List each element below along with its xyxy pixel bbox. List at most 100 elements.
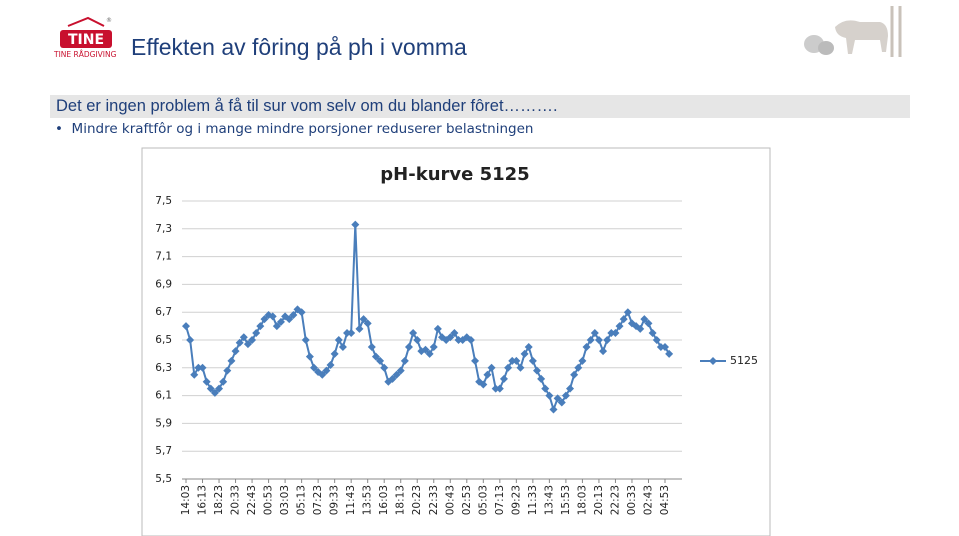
x-tick-label: 05:13 <box>296 485 308 515</box>
y-tick-label: 6,7 <box>155 306 172 318</box>
point-marker <box>607 329 616 338</box>
x-tick-label: 00:33 <box>626 485 638 515</box>
point-marker <box>310 363 319 372</box>
x-tick-label: 15:53 <box>560 485 572 515</box>
point-marker <box>297 308 306 317</box>
chart-title: pH-kurve 5125 <box>380 164 529 185</box>
point-marker <box>215 384 224 393</box>
point-marker <box>479 380 488 389</box>
logo-registered: ® <box>106 17 112 24</box>
x-tick-label: 20:13 <box>593 485 605 515</box>
x-tick-label: 13:43 <box>543 485 555 515</box>
point-marker <box>301 336 310 344</box>
point-marker <box>615 322 624 331</box>
point-marker <box>520 349 529 358</box>
x-tick-label: 09:33 <box>329 485 341 515</box>
point-marker <box>446 333 455 342</box>
point-marker <box>231 347 240 356</box>
y-tick-label: 6,3 <box>155 362 172 374</box>
point-marker <box>594 336 603 344</box>
point-marker <box>359 315 368 324</box>
point-marker <box>210 388 219 397</box>
point-marker <box>392 370 401 379</box>
point-marker <box>466 336 475 344</box>
point-marker <box>202 377 211 386</box>
point-marker <box>537 374 546 383</box>
point-marker <box>528 356 537 365</box>
point-marker <box>252 329 261 338</box>
point-marker <box>326 361 335 370</box>
point-marker <box>289 310 298 319</box>
logo: TINE ® TINE RÅDGIVING <box>53 16 117 59</box>
logo-roof <box>67 16 105 27</box>
point-marker <box>376 356 385 365</box>
decor-icons <box>804 6 902 57</box>
point-marker <box>499 374 508 383</box>
point-marker <box>409 329 418 338</box>
point-marker <box>371 352 380 361</box>
point-marker <box>338 342 347 351</box>
x-tick-label: 09:23 <box>510 485 522 515</box>
x-tick-label: 03:03 <box>279 485 291 515</box>
logo-badge <box>60 30 112 48</box>
point-marker <box>504 363 513 372</box>
point-marker <box>532 366 541 375</box>
point-marker <box>285 315 294 324</box>
point-marker <box>256 322 265 331</box>
y-tick-label: 7,1 <box>155 251 172 263</box>
point-marker <box>380 363 389 372</box>
x-tick-label: 22:33 <box>428 485 440 515</box>
logo-brand: TINE <box>68 32 104 48</box>
x-tick-label: 11:43 <box>345 485 357 515</box>
point-marker <box>239 333 248 342</box>
point-marker <box>491 384 500 393</box>
y-tick-label: 7,3 <box>155 223 172 235</box>
point-marker <box>545 391 554 400</box>
chart-frame <box>141 147 771 536</box>
point-marker <box>404 342 413 351</box>
point-marker <box>322 366 331 375</box>
wheat-icon <box>890 6 902 57</box>
point-marker <box>219 377 228 386</box>
slide-title: Effekten av fôring på ph i vomma <box>131 34 467 60</box>
x-tick-label: 20:33 <box>230 485 242 515</box>
point-marker <box>396 366 405 375</box>
point-marker <box>248 336 257 344</box>
point-marker <box>343 329 352 338</box>
point-marker <box>330 349 339 358</box>
x-tick-label: 02:43 <box>642 485 654 515</box>
y-tick-label: 6,1 <box>155 390 172 402</box>
legend-label: 5125 <box>730 354 758 367</box>
series-line <box>185 224 670 413</box>
legend-marker <box>709 357 717 365</box>
point-marker <box>578 356 587 365</box>
point-marker <box>516 363 525 372</box>
x-tick-label: 04:53 <box>659 485 671 515</box>
point-marker <box>590 329 599 338</box>
x-tick-label: 05:03 <box>477 485 489 515</box>
point-marker <box>582 342 591 351</box>
point-marker <box>186 336 195 344</box>
point-marker <box>388 374 397 383</box>
x-tick-label: 20:23 <box>411 485 423 515</box>
point-marker <box>227 356 236 365</box>
y-tick-label: 7,5 <box>155 195 172 207</box>
x-tick-label: 14:03 <box>180 485 192 515</box>
point-marker <box>243 340 252 349</box>
point-marker <box>586 336 595 344</box>
bullet-text: Mindre kraftfôr og i mange mindre porsjo… <box>71 121 534 137</box>
point-marker <box>367 342 376 351</box>
point-marker <box>656 342 665 351</box>
point-marker <box>487 363 496 372</box>
x-tick-label: 07:23 <box>312 485 324 515</box>
y-tick-label: 5,7 <box>155 445 172 457</box>
x-tick-label: 00:53 <box>263 485 275 515</box>
point-marker <box>561 391 570 400</box>
bullet: • Mindre kraftfôr og i mange mindre pors… <box>55 121 534 137</box>
x-tick-label: 22:23 <box>609 485 621 515</box>
point-marker <box>557 398 566 407</box>
point-marker <box>194 363 203 372</box>
